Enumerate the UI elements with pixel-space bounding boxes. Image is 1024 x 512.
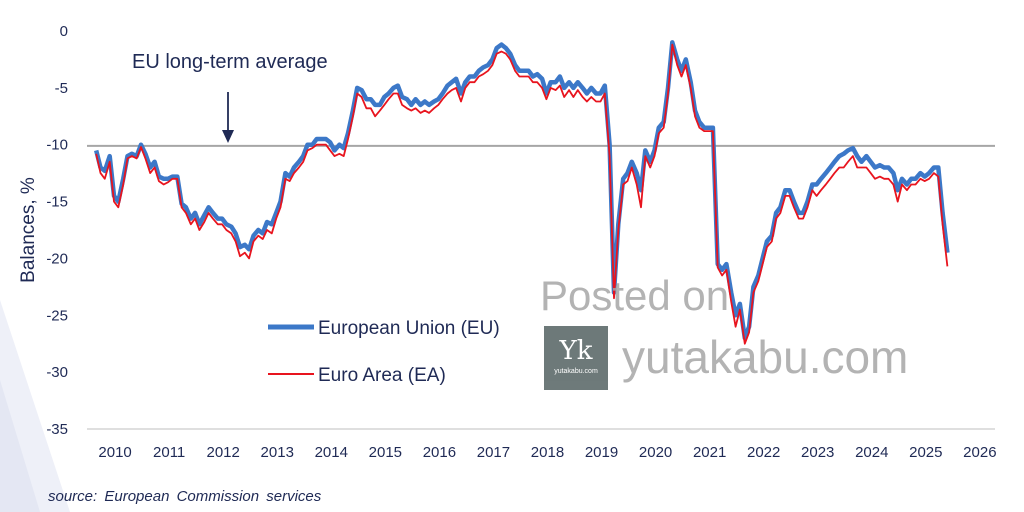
x-tick-label: 2011 [153, 444, 185, 461]
y-tick-label: -35 [46, 421, 68, 438]
watermark-posted-on: Posted on [540, 272, 730, 319]
watermark-logo-text: yutakabu.com [554, 368, 598, 375]
source-note: source: European Commission services [48, 488, 322, 505]
y-tick-label: -25 [46, 307, 68, 324]
reference-line-label: EU long-term average [132, 51, 328, 73]
x-tick-label: 2013 [261, 444, 294, 461]
watermark-logo: Yk yutakabu.com [544, 326, 608, 390]
x-tick-label: 2024 [855, 444, 888, 461]
series-line-eu [94, 40, 950, 341]
x-tick-label: 2025 [909, 444, 942, 461]
x-tick-label: 2018 [531, 444, 564, 461]
series-lines [94, 40, 950, 345]
y-axis-label: Balances, % [18, 177, 39, 283]
x-tick-label: 2017 [477, 444, 510, 461]
y-tick-label: -10 [46, 137, 68, 154]
x-tick-label: 2022 [747, 444, 780, 461]
y-tick-label: -5 [55, 80, 68, 97]
x-tick-labels: 2010 2011 2012 2013 2014 2015 2016 2017 2018 2019… [98, 444, 996, 461]
series-line-ea [95, 43, 949, 345]
x-tick-label: 2015 [369, 444, 402, 461]
legend-label-eu: European Union (EU) [318, 318, 500, 339]
x-tick-label: 2010 [98, 444, 131, 461]
x-tick-label: 2023 [801, 444, 834, 461]
x-tick-label: 2026 [963, 444, 996, 461]
y-tick-label: -20 [46, 250, 68, 267]
watermark-site: yutakabu.com [622, 331, 909, 383]
legend-label-ea: Euro Area (EA) [318, 365, 446, 386]
y-tick-label: -15 [46, 194, 68, 211]
y-tick-label: 0 [60, 23, 68, 40]
x-tick-label: 2012 [207, 444, 240, 461]
x-tick-label: 2016 [423, 444, 456, 461]
x-tick-label: 2014 [315, 444, 348, 461]
watermark-logo-mark: Yk [559, 336, 593, 366]
y-tick-labels: 0 -5 -10 -15 -20 -25 -30 -35 [46, 23, 68, 438]
x-tick-label: 2020 [639, 444, 672, 461]
watermark: Posted on Yk yutakabu.com yutakabu.com [540, 272, 960, 392]
x-tick-label: 2019 [585, 444, 618, 461]
y-tick-label: -30 [46, 364, 68, 381]
legend: European Union (EU) Euro Area (EA) [268, 318, 500, 386]
x-tick-label: 2021 [693, 444, 726, 461]
annotation-arrow-head [222, 130, 234, 143]
